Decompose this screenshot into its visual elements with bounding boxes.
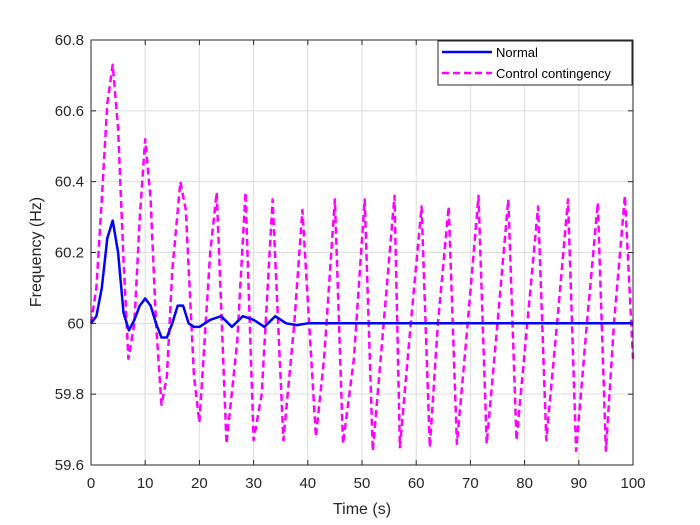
x-tick-label: 90 [570,475,587,492]
y-tick-label: 60.2 [55,245,84,262]
x-tick-label: 100 [620,475,645,492]
tick-labels: 0 10 20 30 40 50 60 70 80 90 100 59.6 59.8 60 60.2 60.4… [55,32,646,492]
y-tick-label: 60.4 [55,174,84,191]
y-axis-label: Frequency (Hz) [28,197,45,307]
x-tick-label: 0 [87,475,95,492]
legend: Normal Control contingency [437,40,633,86]
y-tick-label: 59.8 [55,386,84,403]
x-tick-label: 60 [408,475,425,492]
series-layer [89,63,635,453]
series-line-control-contingency [89,63,635,453]
y-tick-label: 59.6 [55,457,84,474]
x-tick-label: 30 [245,475,262,492]
y-tick-label: 60.8 [55,32,84,49]
x-tick-label: 20 [191,475,208,492]
x-tick-label: 70 [462,475,479,492]
legend-label-contingency: Control contingency [496,66,611,81]
x-tick-label: 40 [299,475,316,492]
legend-label-normal: Normal [496,45,538,60]
x-tick-label: 80 [516,475,533,492]
series-line-normal [90,219,633,339]
y-tick-label: 60 [67,315,84,332]
x-tick-label: 50 [354,475,371,492]
x-tick-label: 10 [137,475,154,492]
x-axis-label: Time (s) [333,501,391,518]
y-tick-label: 60.6 [55,103,84,120]
legend-box [437,40,633,86]
